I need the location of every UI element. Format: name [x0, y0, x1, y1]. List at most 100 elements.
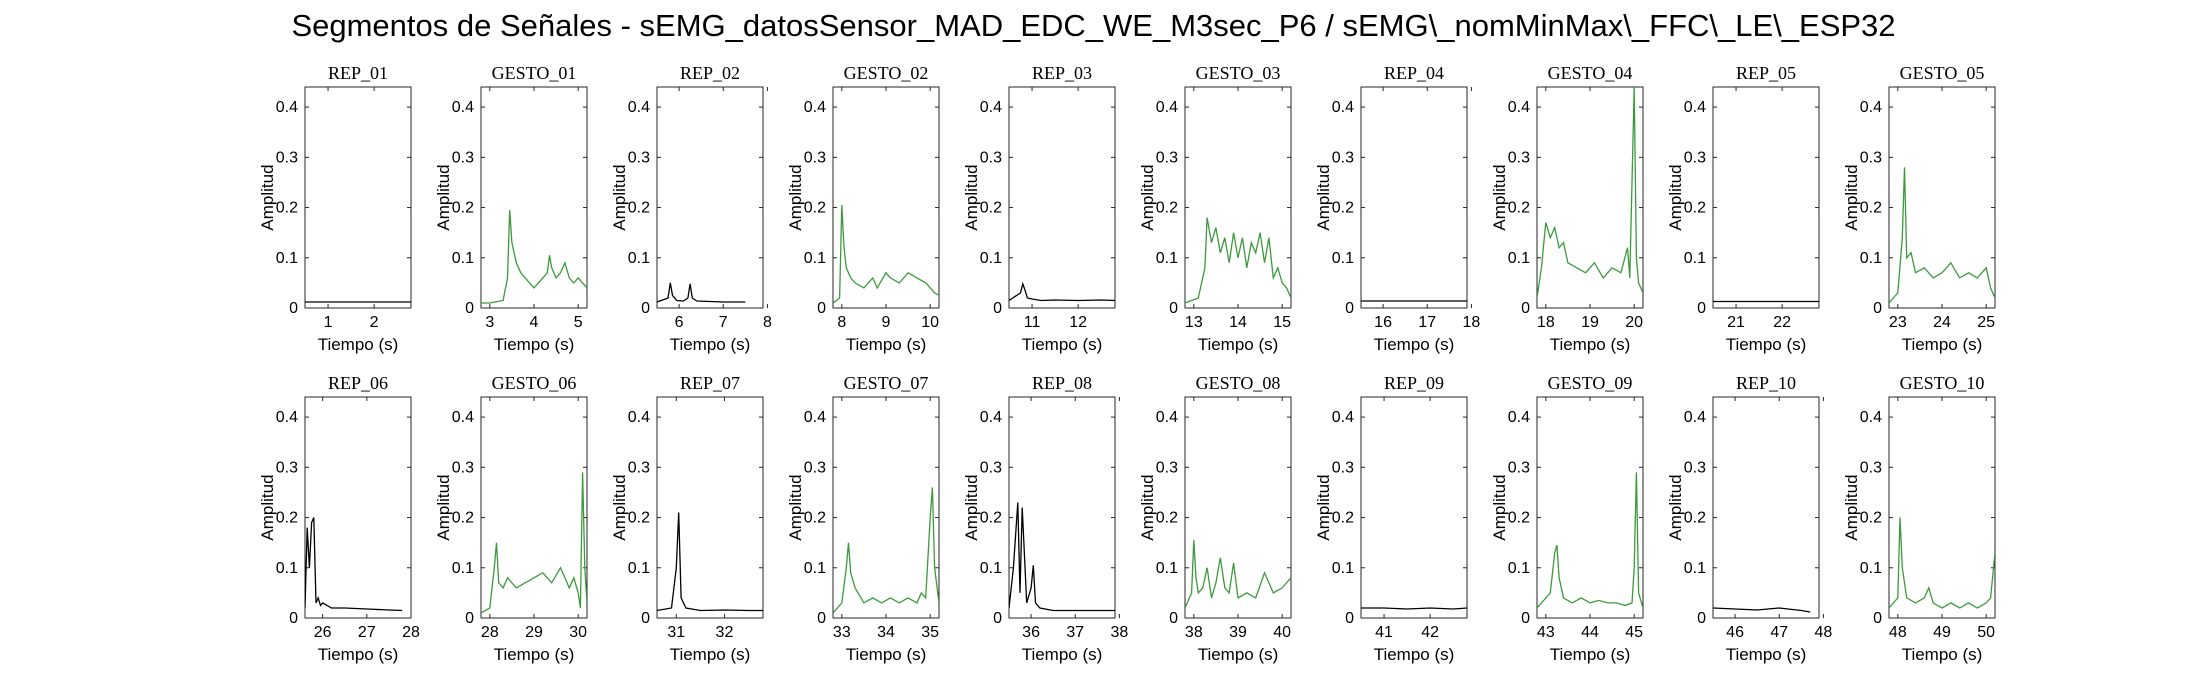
subplot-gesto-03: 0 0.1 0.2 0.3 0.4 13 14 15 GESTO_03 Tiempo (s) Amp… [1138, 63, 1292, 354]
x-axis-label: Tiempo (s) [1902, 335, 1983, 354]
y-tick-label: 0.4 [276, 409, 298, 426]
y-axis-label: Amplitud [1666, 164, 1685, 230]
subplot-title: GESTO_08 [1196, 373, 1281, 393]
subplot-title: GESTO_06 [492, 373, 577, 393]
y-tick-label: 0.3 [1156, 459, 1178, 476]
x-axis-label: Tiempo (s) [1374, 645, 1455, 664]
y-tick-label: 0.4 [1508, 409, 1530, 426]
y-axis-label: Amplitud [962, 474, 981, 540]
x-tick-label: 26 [314, 624, 332, 641]
series-line [833, 204, 939, 304]
y-tick-label: 0 [817, 300, 826, 317]
y-tick-label: 0 [289, 610, 298, 627]
series-line [1361, 607, 1467, 610]
y-tick-label: 0.4 [452, 99, 474, 116]
y-tick-label: 0 [641, 300, 650, 317]
subplot-gesto-10: 0 0.1 0.2 0.3 0.4 48 49 50 GESTO_10 Tiempo (s) Amp… [1842, 373, 1996, 664]
y-tick-label: 0 [1169, 300, 1178, 317]
x-axis-label: Tiempo (s) [1902, 645, 1983, 664]
y-tick-label: 0.1 [628, 250, 650, 267]
y-tick-label: 0.3 [1684, 459, 1706, 476]
x-tick-label: 38 [1111, 624, 1129, 641]
y-tick-label: 0.1 [1156, 560, 1178, 577]
y-tick-label: 0.1 [276, 560, 298, 577]
subplot-title: REP_05 [1736, 63, 1796, 83]
y-tick-label: 0.1 [1332, 250, 1354, 267]
y-tick-label: 0.2 [628, 510, 650, 527]
y-tick-label: 0 [1873, 300, 1882, 317]
x-tick-label: 40 [1273, 624, 1291, 641]
x-tick-label: 44 [1581, 624, 1599, 641]
y-tick-label: 0.2 [276, 510, 298, 527]
y-axis-label: Amplitud [434, 164, 453, 230]
y-axis-label: Amplitud [1314, 474, 1333, 540]
y-tick-label: 0.4 [1508, 99, 1530, 116]
y-axis-label: Amplitud [786, 164, 805, 230]
x-axis-label: Tiempo (s) [846, 335, 927, 354]
x-tick-label: 28 [402, 624, 420, 641]
y-tick-label: 0.4 [980, 99, 1002, 116]
y-tick-label: 0.3 [628, 459, 650, 476]
x-tick-label: 28 [481, 624, 499, 641]
y-tick-label: 0.3 [276, 459, 298, 476]
x-tick-label: 41 [1375, 624, 1393, 641]
x-tick-label: 18 [1537, 314, 1555, 331]
x-tick-label: 38 [1185, 624, 1203, 641]
series-line [833, 487, 939, 614]
subplot-gesto-01: 0 0.1 0.2 0.3 0.4 3 4 5 GESTO_01 Tiempo (s) Amplit… [434, 63, 588, 354]
x-tick-label: 18 [1463, 314, 1481, 331]
x-tick-label: 48 [1889, 624, 1907, 641]
subplot-title: REP_06 [328, 373, 388, 393]
x-tick-label: 30 [569, 624, 587, 641]
x-tick-label: 27 [358, 624, 376, 641]
y-tick-label: 0.4 [628, 409, 650, 426]
y-tick-label: 0.3 [1860, 149, 1882, 166]
subplot-rep-09: 0 0.1 0.2 0.3 0.4 41 42 REP_09 Tiempo (s) Amplitu… [1314, 373, 1468, 664]
subplot-rep-10: 0 0.1 0.2 0.3 0.4 46 47 48 REP_10 Tiempo (s) Ampli… [1666, 373, 1832, 664]
x-axis-label: Tiempo (s) [318, 335, 399, 354]
x-tick-label: 45 [1625, 624, 1643, 641]
y-tick-label: 0.4 [1332, 409, 1354, 426]
x-axis-label: Tiempo (s) [846, 645, 927, 664]
axes-box [1360, 396, 1468, 619]
x-tick-label: 11 [1024, 314, 1041, 331]
x-tick-label: 22 [1773, 314, 1791, 331]
y-tick-label: 0.3 [452, 459, 474, 476]
y-tick-label: 0.2 [804, 510, 826, 527]
y-tick-label: 0 [1697, 300, 1706, 317]
y-tick-label: 0.4 [1684, 99, 1706, 116]
subplot-rep-04: 0 0.1 0.2 0.3 0.4 16 17 18 REP_04 Tiempo (s) Ampli… [1314, 63, 1480, 354]
subplot-rep-03: 0 0.1 0.2 0.3 0.4 11 12 REP_03 Tiempo (s) Amplitu… [962, 63, 1116, 354]
y-tick-label: 0.4 [1332, 99, 1354, 116]
subplot-title: GESTO_05 [1900, 63, 1985, 83]
y-axis-label: Amplitud [258, 474, 277, 540]
y-tick-label: 0 [993, 610, 1002, 627]
y-tick-label: 0.1 [1508, 560, 1530, 577]
subplot-gesto-07: 0 0.1 0.2 0.3 0.4 33 34 35 GESTO_07 Tiempo (s) Amp… [786, 373, 940, 664]
y-tick-label: 0.1 [1684, 560, 1706, 577]
y-tick-label: 0.1 [804, 250, 826, 267]
y-tick-label: 0.4 [1860, 409, 1882, 426]
subplot-title: GESTO_03 [1196, 63, 1281, 83]
y-tick-label: 0.3 [980, 149, 1002, 166]
x-tick-label: 46 [1726, 624, 1744, 641]
y-axis-label: Amplitud [1314, 164, 1333, 230]
y-tick-label: 0.4 [804, 99, 826, 116]
series-line [481, 210, 587, 304]
subplot-gesto-05: 0 0.1 0.2 0.3 0.4 23 24 25 GESTO_05 Tiempo (s) Amp… [1842, 63, 1996, 354]
subplot-title: REP_02 [680, 63, 740, 83]
y-tick-label: 0.3 [452, 149, 474, 166]
axes-box [1008, 86, 1116, 309]
subplot-title: GESTO_09 [1548, 373, 1633, 393]
x-axis-label: Tiempo (s) [494, 335, 575, 354]
y-tick-label: 0.2 [1508, 510, 1530, 527]
y-axis-label: Amplitud [1138, 164, 1157, 230]
subplot-rep-05: 0 0.1 0.2 0.3 0.4 21 22 REP_05 Tiempo (s) Amplitu… [1666, 63, 1820, 354]
y-tick-label: 0.2 [628, 200, 650, 217]
y-tick-label: 0.3 [804, 459, 826, 476]
y-tick-label: 0.1 [1860, 560, 1882, 577]
series-line [1009, 281, 1115, 302]
x-tick-label: 35 [921, 624, 939, 641]
axes-box [656, 86, 764, 309]
